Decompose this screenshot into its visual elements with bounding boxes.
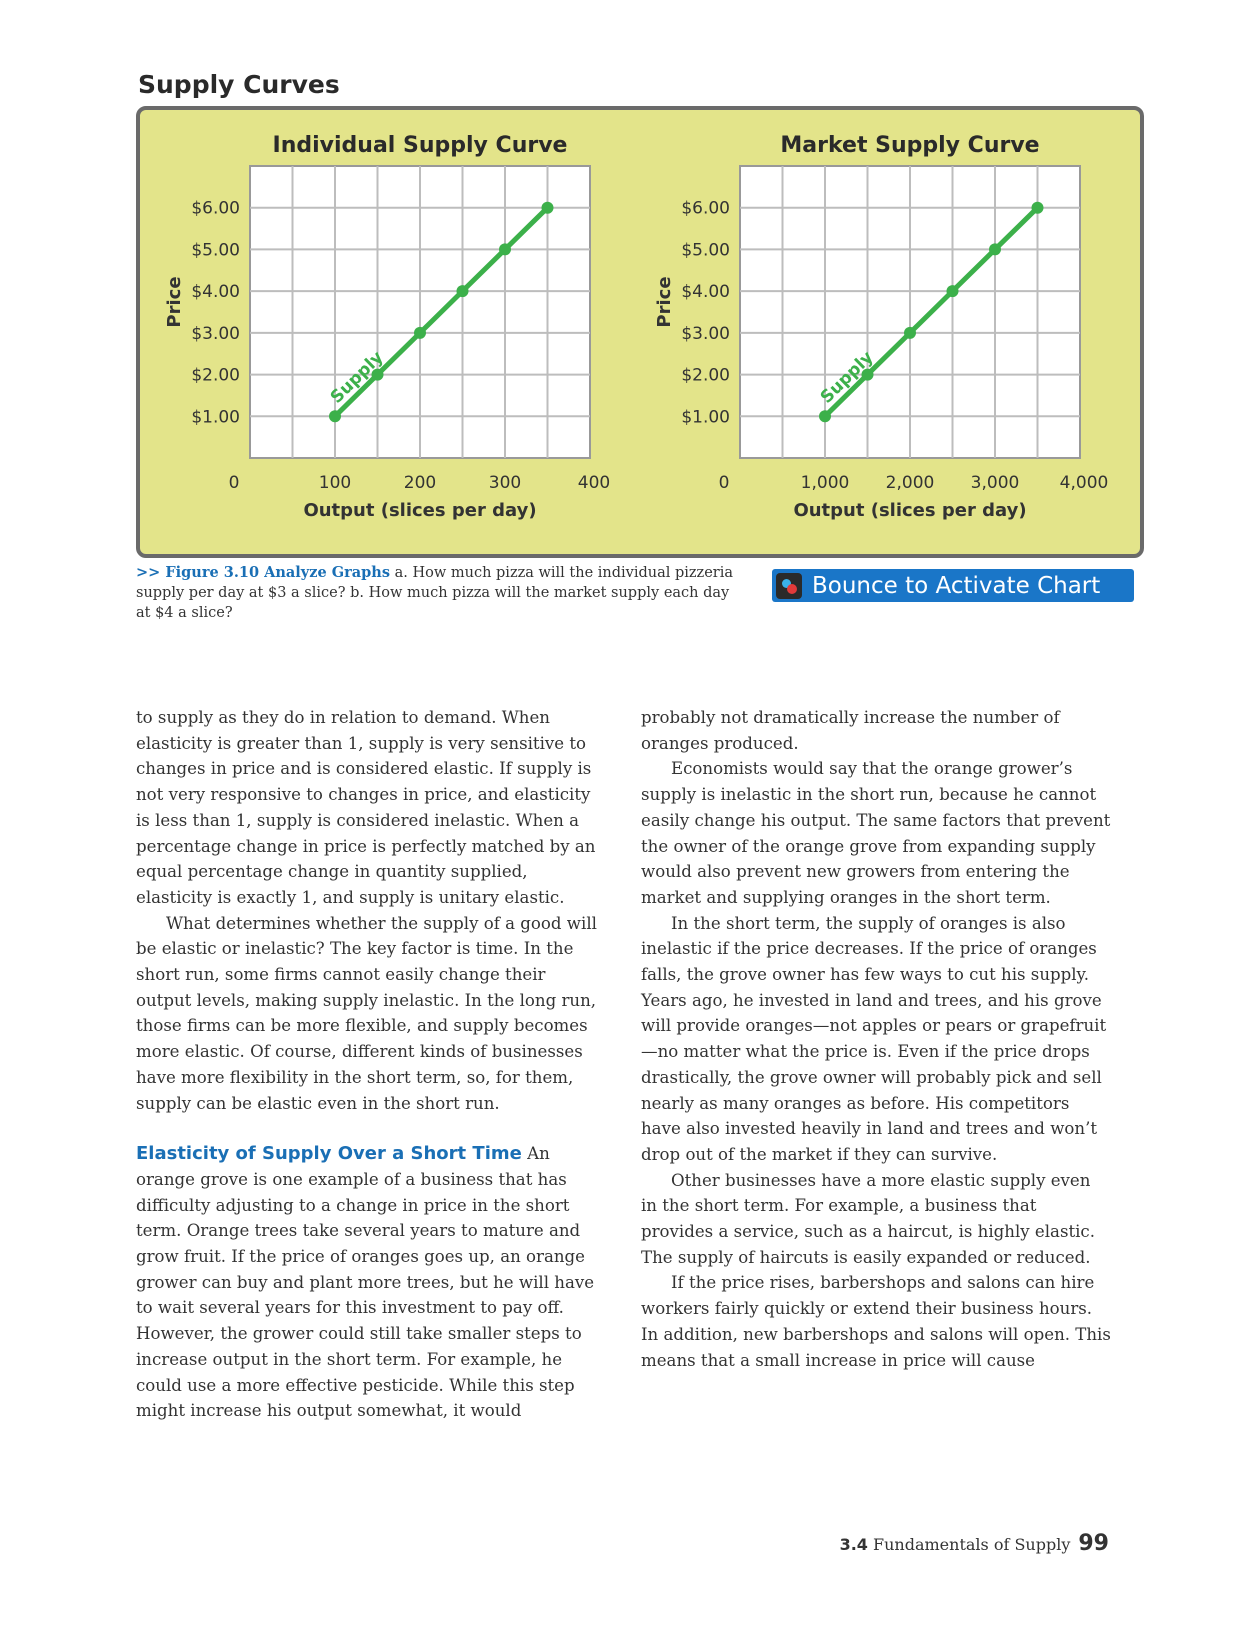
- y-tick-label: $3.00: [681, 324, 730, 344]
- chart-panel: Individual Supply Curve $1.00 $2.00 $3.00 $4…: [136, 106, 1144, 558]
- section-title: Supply Curves: [138, 70, 340, 99]
- data-point: [329, 410, 341, 423]
- paragraph: In the short term, the supply of oranges…: [641, 913, 1107, 1164]
- data-point: [904, 326, 916, 339]
- body-column-left: to supply as they do in relation to dema…: [136, 705, 606, 1424]
- y-tick-label: $1.00: [191, 407, 240, 427]
- y-tick-label: $4.00: [681, 282, 730, 302]
- y-tick-label: $3.00: [191, 324, 240, 344]
- data-point: [541, 201, 554, 214]
- data-point: [946, 285, 959, 298]
- page-number: 99: [1078, 1531, 1109, 1556]
- x-tick-label: 2,000: [886, 473, 935, 493]
- supply-charts: Individual Supply Curve $1.00 $2.00 $3.00 $4…: [164, 133, 1109, 521]
- footer-section-title: Fundamentals of Supply: [873, 1535, 1071, 1554]
- x-tick-label: 1,000: [801, 473, 850, 493]
- subsection-heading: Elasticity of Supply Over a Short Time: [136, 1143, 522, 1165]
- x-tick-label: 0: [719, 473, 730, 493]
- footer-section-number: 3.4: [839, 1535, 868, 1554]
- y-tick-label: $5.00: [191, 240, 240, 260]
- bounce-button-label: Bounce to Activate Chart: [812, 572, 1101, 599]
- bounce-activate-chart-button[interactable]: Bounce to Activate Chart: [772, 569, 1134, 602]
- chart-title: Individual Supply Curve: [273, 133, 568, 158]
- figure-caption-text: a. How much pizza will the individual pi…: [136, 565, 733, 621]
- x-tick-label: 300: [489, 473, 521, 493]
- data-point: [1031, 201, 1044, 214]
- bounce-app-icon: [776, 572, 802, 599]
- x-tick-label: 100: [319, 473, 351, 493]
- y-tick-label: $1.00: [681, 407, 730, 427]
- supply-line: [822, 205, 1040, 419]
- y-tick-label: $2.00: [191, 366, 240, 386]
- page-footer: 3.4 Fundamentals of Supply 99: [840, 1531, 1109, 1556]
- data-point: [371, 368, 384, 381]
- paragraph-text: An orange grove is one example of a busi…: [136, 1144, 595, 1421]
- paragraph: Economists would say that the orange gro…: [641, 759, 1111, 907]
- y-tick-label: $2.00: [681, 366, 730, 386]
- x-tick-label: 4,000: [1060, 473, 1109, 493]
- x-axis-label: Output (slices per day): [793, 500, 1026, 521]
- paragraph: What determines whether the supply of a …: [136, 913, 597, 1113]
- y-axis-label: Price: [164, 276, 185, 327]
- y-axis-label: Price: [654, 276, 675, 327]
- data-point: [414, 326, 426, 339]
- figure-caption: >> Figure 3.10 Analyze Graphs a. How muc…: [136, 563, 736, 623]
- x-tick-label: 3,000: [971, 473, 1020, 493]
- chart-title: Market Supply Curve: [780, 133, 1039, 158]
- paragraph: If the price rises, barbershops and salo…: [641, 1273, 1111, 1370]
- y-tick-label: $5.00: [681, 240, 730, 260]
- data-point: [499, 243, 511, 256]
- x-tick-label: 200: [404, 473, 436, 493]
- y-tick-label: $4.00: [191, 282, 240, 302]
- data-point: [819, 410, 831, 423]
- y-tick-label: $6.00: [681, 199, 730, 219]
- paragraph: probably not dramatically increase the n…: [641, 708, 1060, 753]
- body-column-right: probably not dramatically increase the n…: [641, 705, 1111, 1373]
- paragraph: Other businesses have a more elastic sup…: [641, 1170, 1096, 1267]
- figure-label: >> Figure 3.10 Analyze Graphs: [136, 564, 390, 581]
- paragraph: to supply as they do in relation to dema…: [136, 708, 596, 907]
- x-axis-label: Output (slices per day): [303, 500, 536, 521]
- data-point: [861, 368, 874, 381]
- supply-line: [332, 205, 550, 419]
- x-tick-label: 400: [578, 473, 610, 493]
- y-tick-label: $6.00: [191, 199, 240, 219]
- data-point: [989, 243, 1001, 256]
- x-tick-label: 0: [229, 473, 240, 493]
- data-point: [456, 285, 469, 298]
